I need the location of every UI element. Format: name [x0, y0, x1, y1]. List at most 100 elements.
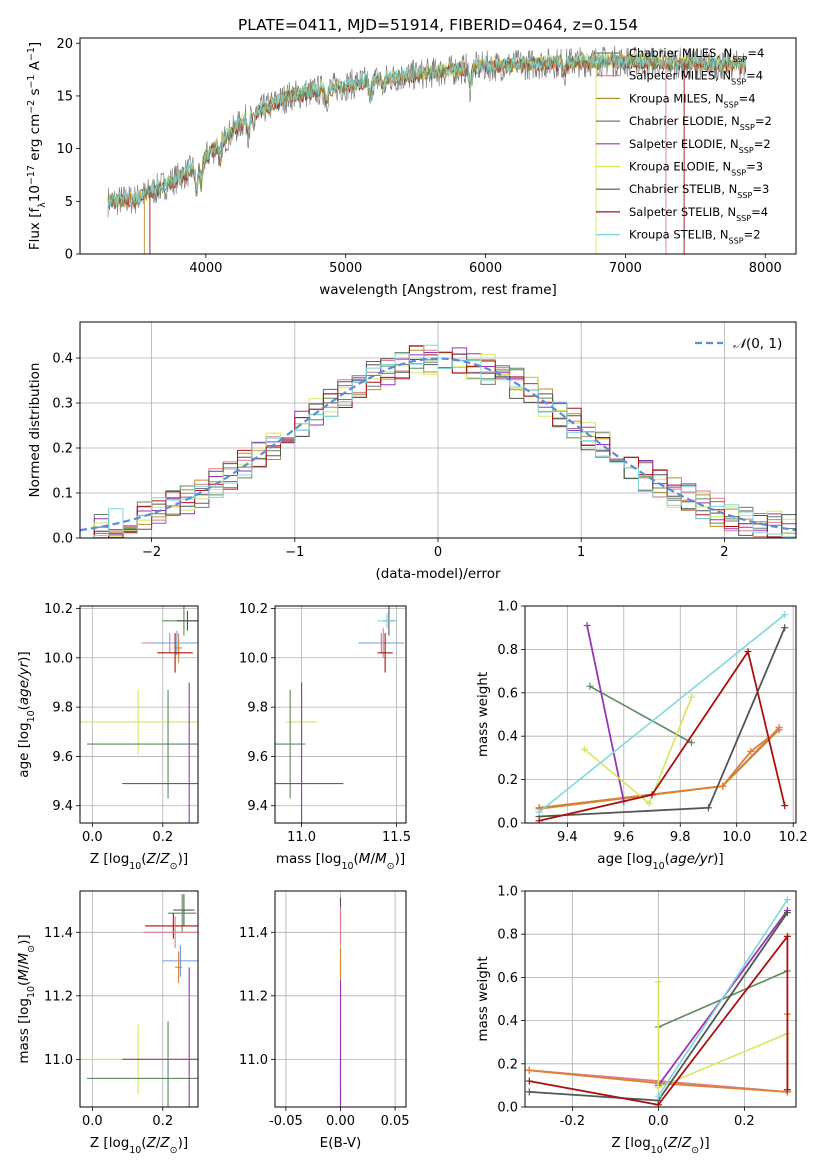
- weight-series-line: [589, 685, 692, 744]
- weight-point-marker: [747, 747, 755, 755]
- legend-entry-label: Chabrier MILES, NSSP=4: [629, 46, 764, 64]
- model-spectrum-line-kroupa_miles: [107, 52, 746, 208]
- weight-series-line: [539, 729, 780, 809]
- weight-point-marker: [744, 648, 752, 656]
- y-tick-label: 0.3: [52, 397, 73, 412]
- weight-point-marker: [586, 682, 594, 690]
- weight-series-line: [657, 899, 789, 1097]
- y-tick-label: 0.6: [497, 971, 518, 986]
- y-tick-label: 9.6: [52, 750, 73, 765]
- y-tick-label: 0.4: [497, 1014, 518, 1029]
- age_vs_mass-frame: [274, 605, 407, 824]
- y-axis-label: Flux [fλ10−17 erg cm−2 s−1 A−1]: [26, 42, 48, 250]
- x-tick-label: 0: [434, 545, 442, 560]
- legend-entry-label: Chabrier ELODIE, NSSP=2: [629, 114, 772, 132]
- y-tick-label: 11.4: [239, 926, 268, 941]
- residuals-marks: [80, 344, 796, 538]
- mass_weight_vs_z-marks: [525, 896, 791, 1107]
- x-tick-label: 0.0: [648, 1114, 669, 1129]
- x-tick-label: 0.05: [381, 1114, 410, 1129]
- weight-point-marker: [580, 745, 588, 753]
- mass_weight_vs_z-axes: -0.2 0.0 0.2 0.0 0.2 0.4 0.6 0.8 1.0 Z [log10(Z/Z…: [475, 885, 797, 1156]
- y-tick-label: 10.2: [44, 602, 73, 617]
- errorbar-point: [152, 630, 198, 656]
- legend-entry-label: Kroupa MILES, NSSP=4: [629, 91, 756, 109]
- age_vs_z-frame: [79, 605, 199, 824]
- x-tick-label: 9.8: [670, 830, 691, 845]
- weight-point-marker: [719, 782, 727, 790]
- weight-point-marker: [781, 802, 789, 810]
- y-tick-label: 0: [65, 248, 73, 263]
- x-tick-label: 2: [720, 545, 728, 560]
- errorbar-point: [87, 689, 198, 799]
- errorbar-point: [168, 894, 197, 933]
- x-tick-label: 10.2: [779, 830, 808, 845]
- x-axis-label: Z [log10(Z/Z⊙)]: [90, 1135, 188, 1156]
- legend-entry-label: Chabrier STELIB, NSSP=3: [629, 182, 769, 200]
- x-tick-label: -0.2: [560, 1114, 585, 1129]
- model-spectrum-line-kroupa_stelib: [107, 52, 747, 207]
- weight-series-line: [538, 614, 786, 813]
- weight-point-marker: [525, 1066, 533, 1074]
- y-tick-label: 0.6: [497, 686, 518, 701]
- x-tick-label: 9.6: [613, 830, 634, 845]
- y-axis-label: Normed distribution: [27, 363, 43, 498]
- weight-series-line: [538, 728, 780, 810]
- weight-point-marker: [645, 799, 653, 807]
- y-tick-label: 11.0: [239, 1053, 268, 1068]
- x-axis-label: Z [log10(Z/Z⊙)]: [611, 1135, 709, 1156]
- weight-point-marker: [535, 808, 543, 816]
- x-axis-label: E(B-V): [320, 1135, 362, 1151]
- y-tick-label: 10.2: [239, 602, 268, 617]
- residuals-axes: −2 −1 0 1 2 0.0 0.1 0.2 0.3 0.4 (data-model)/error…: [27, 321, 797, 582]
- errorbar-point: [87, 1021, 198, 1107]
- mass_weight_vs_age-axes: 9.4 9.6 9.8 10.0 10.2 0.0 0.2 0.4 0.6 0.8 1.0 age […: [475, 600, 808, 872]
- y-tick-label: 9.8: [52, 701, 73, 716]
- x-tick-label: 9.4: [557, 830, 578, 845]
- y-tick-label: 11.4: [44, 926, 73, 941]
- y-tick-label: 10.0: [44, 651, 73, 666]
- y-tick-label: 0.0: [497, 1101, 518, 1116]
- x-axis-label: Z [log10(Z/Z⊙)]: [90, 851, 188, 872]
- x-tick-label: 6000: [469, 261, 502, 276]
- y-tick-label: 0.2: [497, 773, 518, 788]
- figure-title: PLATE=0411, MJD=51914, FIBERID=0464, z=0…: [238, 16, 638, 34]
- x-tick-label: −1: [285, 545, 304, 560]
- x-axis-label: (data-model)/error: [375, 566, 501, 582]
- x-tick-label: -0.05: [269, 1114, 303, 1129]
- x-tick-label: 0.2: [734, 1114, 755, 1129]
- y-axis-label: mass weight: [475, 672, 491, 757]
- y-tick-label: 1.0: [497, 600, 518, 615]
- x-tick-label: 11.0: [287, 830, 316, 845]
- y-tick-label: 0.1: [52, 487, 73, 502]
- y-tick-label: 9.6: [247, 750, 268, 765]
- y-axis-label: mass weight: [475, 956, 491, 1041]
- x-tick-label: −2: [142, 545, 161, 560]
- y-tick-label: 0.4: [52, 352, 73, 367]
- legend-entry-label: Salpeter MILES, NSSP=4: [629, 69, 763, 87]
- weight-series-line: [539, 627, 786, 818]
- legend-entry-label: Salpeter ELODIE, NSSP=2: [629, 137, 771, 155]
- weight-point-marker: [783, 909, 791, 917]
- mass_vs_z-marks: [80, 894, 198, 1107]
- x-axis-label: mass [log10(M/M⊙)]: [276, 851, 405, 872]
- x-tick-label: 5000: [329, 261, 362, 276]
- spectrum-frame: [79, 37, 797, 255]
- y-tick-label: 10: [56, 142, 73, 157]
- y-tick-label: 10.0: [239, 651, 268, 666]
- y-tick-label: 0.8: [497, 643, 518, 658]
- x-axis-label: wavelength [Angstrom, rest frame]: [319, 282, 557, 298]
- gaussian-curve: [80, 357, 796, 532]
- mass_weight_vs_age-frame: [524, 605, 797, 824]
- y-tick-label: 11.0: [44, 1053, 73, 1068]
- x-tick-label: 1: [577, 545, 585, 560]
- mass_vs_ebv-axes: -0.05 0.00 0.05 11.0 11.2 11.4 E(B-V): [239, 890, 410, 1151]
- y-tick-label: 0.0: [497, 817, 518, 832]
- weight-point-marker: [775, 726, 783, 734]
- age_vs_mass-axes: 11.0 11.5 9.4 9.6 9.8 10.0 10.2 mass [log10(M/M…: [239, 602, 411, 872]
- weight-point-marker: [654, 978, 662, 986]
- weight-point-marker: [704, 804, 712, 812]
- x-tick-label: 0.00: [326, 1114, 355, 1129]
- errorbar-point: [122, 967, 198, 1107]
- legend-entry-label: Kroupa ELODIE, NSSP=3: [629, 160, 763, 178]
